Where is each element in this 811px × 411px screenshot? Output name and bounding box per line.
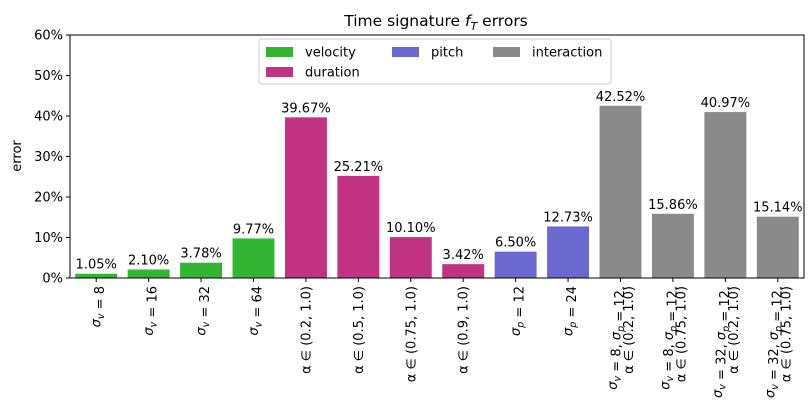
x-tick-label: α ∈ (0.5, 1.0) [352, 286, 367, 374]
bar [442, 264, 485, 278]
legend: velocity pitch interaction duration [258, 38, 612, 85]
y-tick-label: 40% [34, 110, 63, 125]
bar-value-label: 42.52% [596, 90, 646, 105]
x-tick-label: σv = 8 [90, 286, 109, 327]
x-tick-label: σv = 16 [142, 286, 161, 336]
bar [651, 213, 694, 278]
bar [599, 105, 642, 278]
x-tick-label: α ∈ (0.2, 1.0) [299, 286, 314, 374]
bar-value-label: 40.97% [701, 96, 751, 111]
x-tick-label: α ∈ (0.2, 1.0) [622, 286, 637, 374]
bar-value-label: 3.42% [443, 248, 484, 263]
chart-title-prefix: Time signature [343, 12, 465, 30]
legend-box [258, 38, 612, 85]
bar-value-label: 15.86% [648, 198, 698, 213]
x-tick-label: σp = 12 [509, 286, 528, 336]
bar [127, 269, 170, 278]
y-axis-label: error [10, 140, 25, 172]
legend-label: duration [305, 66, 360, 81]
legend-swatch [493, 47, 520, 57]
bar-value-labels: 1.05% 2.10% 3.78% 9.77% 39.67% 25.21% 10.10% 3.… [76, 90, 803, 273]
legend-label: pitch [431, 46, 463, 61]
bar-value-label: 39.67% [281, 101, 331, 116]
bar [704, 112, 747, 278]
chart-title-suffix: errors [477, 12, 528, 30]
bar-value-label: 9.77% [233, 222, 274, 237]
legend-swatch [266, 47, 293, 57]
x-tick-label: σv = 64 [247, 286, 266, 336]
x-tick-label: α ∈ (0.2, 1.0) [727, 286, 742, 374]
bar-value-label: 2.10% [128, 253, 169, 268]
chart-title-sub: T [471, 20, 479, 33]
x-tick-label: σv = 32, σp = 12, [711, 286, 733, 398]
bar [337, 175, 380, 278]
bar [389, 237, 432, 278]
legend-label: velocity [305, 46, 356, 61]
x-tick-label: σv = 8, σp = 12, [658, 286, 680, 390]
bar-value-label: 3.78% [180, 247, 221, 262]
bar [232, 238, 275, 278]
bar-value-label: 10.10% [386, 221, 436, 236]
bars [75, 105, 799, 278]
chart-title-f: f [465, 12, 473, 30]
bar [284, 117, 327, 278]
x-tick-label: σv = 32 [195, 286, 214, 336]
bar-value-label: 25.21% [334, 160, 384, 175]
bar [547, 226, 590, 278]
x-tick-label: σp = 24 [562, 286, 581, 336]
y-tick-label: 50% [34, 69, 63, 84]
legend-swatch [266, 67, 293, 77]
x-tick-label: α ∈ (0.75, 1.0) [674, 286, 689, 382]
y-tick-label: 60% [34, 29, 63, 44]
bar [180, 262, 223, 278]
plot-frame [69, 34, 805, 279]
x-tick-label: α ∈ (0.75, 1.0) [779, 286, 794, 382]
y-tick-label: 0% [42, 272, 63, 287]
x-tick-label: α ∈ (0.9, 1.0) [457, 286, 472, 374]
bar [756, 216, 799, 278]
y-tick-label: 30% [34, 150, 63, 165]
bar-value-label: 1.05% [76, 258, 117, 273]
chart-title: Time signature fT errors [343, 12, 528, 33]
x-tick-label: σv = 8, σp = 12, [606, 286, 628, 390]
x-tick-label: σv = 32, σp = 12, [763, 286, 785, 398]
x-axis: σv = 8 σv = 16 σv = 32 σv = 64 α ∈ (0.2, 1.0… [90, 278, 794, 398]
legend-label: interaction [532, 46, 602, 61]
y-tick-label: 20% [34, 191, 63, 206]
bar-value-label: 6.50% [495, 236, 536, 251]
bar [494, 251, 537, 278]
bar-value-label: 15.14% [753, 201, 803, 216]
legend-swatch [392, 47, 419, 57]
x-tick-label: α ∈ (0.75, 1.0) [404, 286, 419, 382]
y-tick-label: 10% [34, 231, 63, 246]
bar [75, 273, 118, 278]
bar-value-label: 12.73% [543, 210, 593, 225]
y-axis: 0% 10% 20% 30% 40% 50% 60% [34, 29, 70, 287]
